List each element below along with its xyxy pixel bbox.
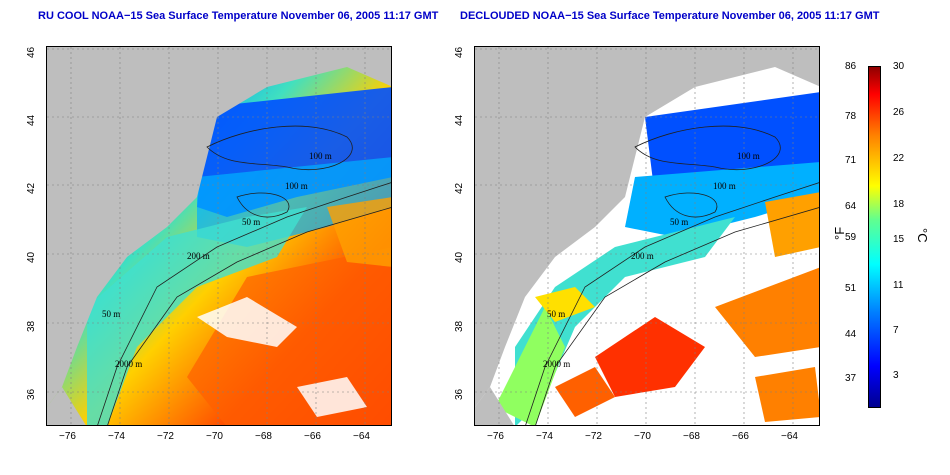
celsius-unit-label: °C	[915, 228, 930, 243]
right-contour-label: 100 m	[713, 181, 736, 191]
y-tick: 44	[26, 114, 37, 126]
y-tick: 40	[454, 251, 465, 263]
left-contour-label: 2000 m	[115, 359, 142, 369]
right-contour-label: 50 m	[547, 309, 565, 319]
x-tick: −64	[353, 431, 370, 442]
temperature-colorbar	[868, 66, 881, 408]
x-tick: −74	[108, 431, 125, 442]
fahrenheit-tick: 51	[845, 283, 857, 294]
left-contour-label: 200 m	[187, 251, 210, 261]
x-tick: −64	[781, 431, 798, 442]
x-tick: −76	[487, 431, 504, 442]
right-contour-label: 200 m	[631, 251, 654, 261]
fahrenheit-tick: 71	[845, 155, 857, 166]
x-tick: −74	[536, 431, 553, 442]
x-tick: −66	[732, 431, 749, 442]
left-contour-label: 50 m	[102, 309, 120, 319]
right-sst-map: 100 m 100 m 50 m 200 m 50 m 2000 m	[474, 46, 820, 426]
y-tick: 38	[26, 320, 37, 332]
y-tick: 44	[454, 114, 465, 126]
celsius-tick: 3	[893, 370, 899, 381]
fahrenheit-tick: 86	[845, 61, 857, 72]
celsius-tick: 26	[893, 107, 905, 118]
x-tick: −68	[255, 431, 272, 442]
right-map-title: DECLOUDED NOAA−15 Sea Surface Temperatur…	[460, 10, 880, 22]
fahrenheit-tick: 64	[845, 201, 857, 212]
celsius-tick: 18	[893, 199, 905, 210]
celsius-tick: 7	[893, 325, 899, 336]
x-tick: −72	[157, 431, 174, 442]
celsius-tick: 11	[893, 280, 904, 291]
celsius-tick: 30	[893, 61, 905, 72]
fahrenheit-tick: 78	[845, 111, 857, 122]
right-contour-label: 50 m	[670, 217, 688, 227]
celsius-tick: 15	[893, 234, 905, 245]
y-tick: 36	[454, 388, 465, 400]
right-contour-label: 2000 m	[543, 359, 570, 369]
y-tick: 40	[26, 251, 37, 263]
fahrenheit-tick: 37	[845, 373, 857, 384]
left-contour-label: 50 m	[242, 217, 260, 227]
fahrenheit-tick: 59	[845, 232, 857, 243]
y-tick: 46	[454, 46, 465, 58]
left-contour-label: 100 m	[285, 181, 308, 191]
x-tick: −72	[585, 431, 602, 442]
y-tick: 42	[26, 182, 37, 194]
y-tick: 46	[26, 46, 37, 58]
fahrenheit-unit-label: °F	[832, 226, 847, 240]
x-tick: −70	[634, 431, 651, 442]
celsius-tick: 22	[893, 153, 905, 164]
x-tick: −76	[59, 431, 76, 442]
x-tick: −70	[206, 431, 223, 442]
x-tick: −66	[304, 431, 321, 442]
right-contour-label: 100 m	[737, 151, 760, 161]
y-tick: 38	[454, 320, 465, 332]
x-tick: −68	[683, 431, 700, 442]
left-contour-label: 100 m	[309, 151, 332, 161]
fahrenheit-tick: 44	[845, 329, 857, 340]
y-tick: 42	[454, 182, 465, 194]
left-map-title: RU COOL NOAA−15 Sea Surface Temperature …	[38, 10, 439, 22]
left-sst-map: 100 m 100 m 50 m 200 m 50 m 2000 m	[46, 46, 392, 426]
y-tick: 36	[26, 388, 37, 400]
